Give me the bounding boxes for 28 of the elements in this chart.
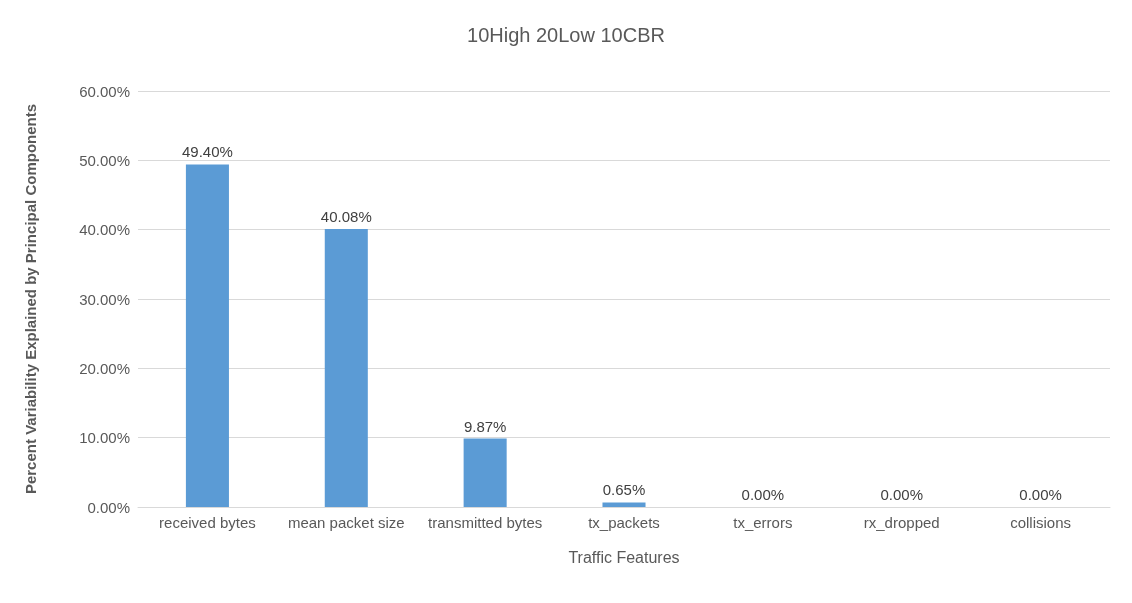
bar [185, 164, 229, 507]
y-tick-label: 40.00% [79, 221, 130, 239]
bar [602, 502, 646, 507]
y-tick-label: 30.00% [79, 290, 130, 308]
data-label: 0.65% [602, 481, 646, 499]
data-label: 9.87% [463, 417, 507, 435]
data-label: 0.00% [880, 486, 923, 503]
y-tick-label: 20.00% [79, 359, 130, 377]
x-axis-title: Traffic Features [568, 548, 680, 566]
bar [324, 229, 368, 507]
y-tick-label: 60.00% [79, 82, 130, 100]
bar [463, 438, 507, 507]
y-tick-label: 0.00% [87, 498, 130, 516]
y-tick-label: 50.00% [79, 151, 130, 169]
x-tick-label: tx_errors [733, 514, 793, 531]
x-tick-label: collisions [1010, 514, 1071, 531]
y-tick-label: 10.00% [79, 429, 130, 447]
x-tick-label: transmitted bytes [428, 514, 543, 531]
data-label: 0.00% [1019, 486, 1062, 503]
x-tick-label: received bytes [159, 514, 256, 531]
y-axis-title: Percent Variability Explained by Principal Components [22, 103, 39, 495]
x-tick-label: rx_dropped [863, 514, 940, 531]
x-tick-label: mean packet size [287, 514, 405, 531]
data-label: 0.00% [741, 486, 785, 503]
data-label: 40.08% [320, 208, 372, 226]
data-label: 49.40% [181, 143, 233, 161]
x-tick-label: tx_packets [588, 514, 660, 531]
chart-title: 10High 20Low 10CBR [467, 24, 665, 46]
